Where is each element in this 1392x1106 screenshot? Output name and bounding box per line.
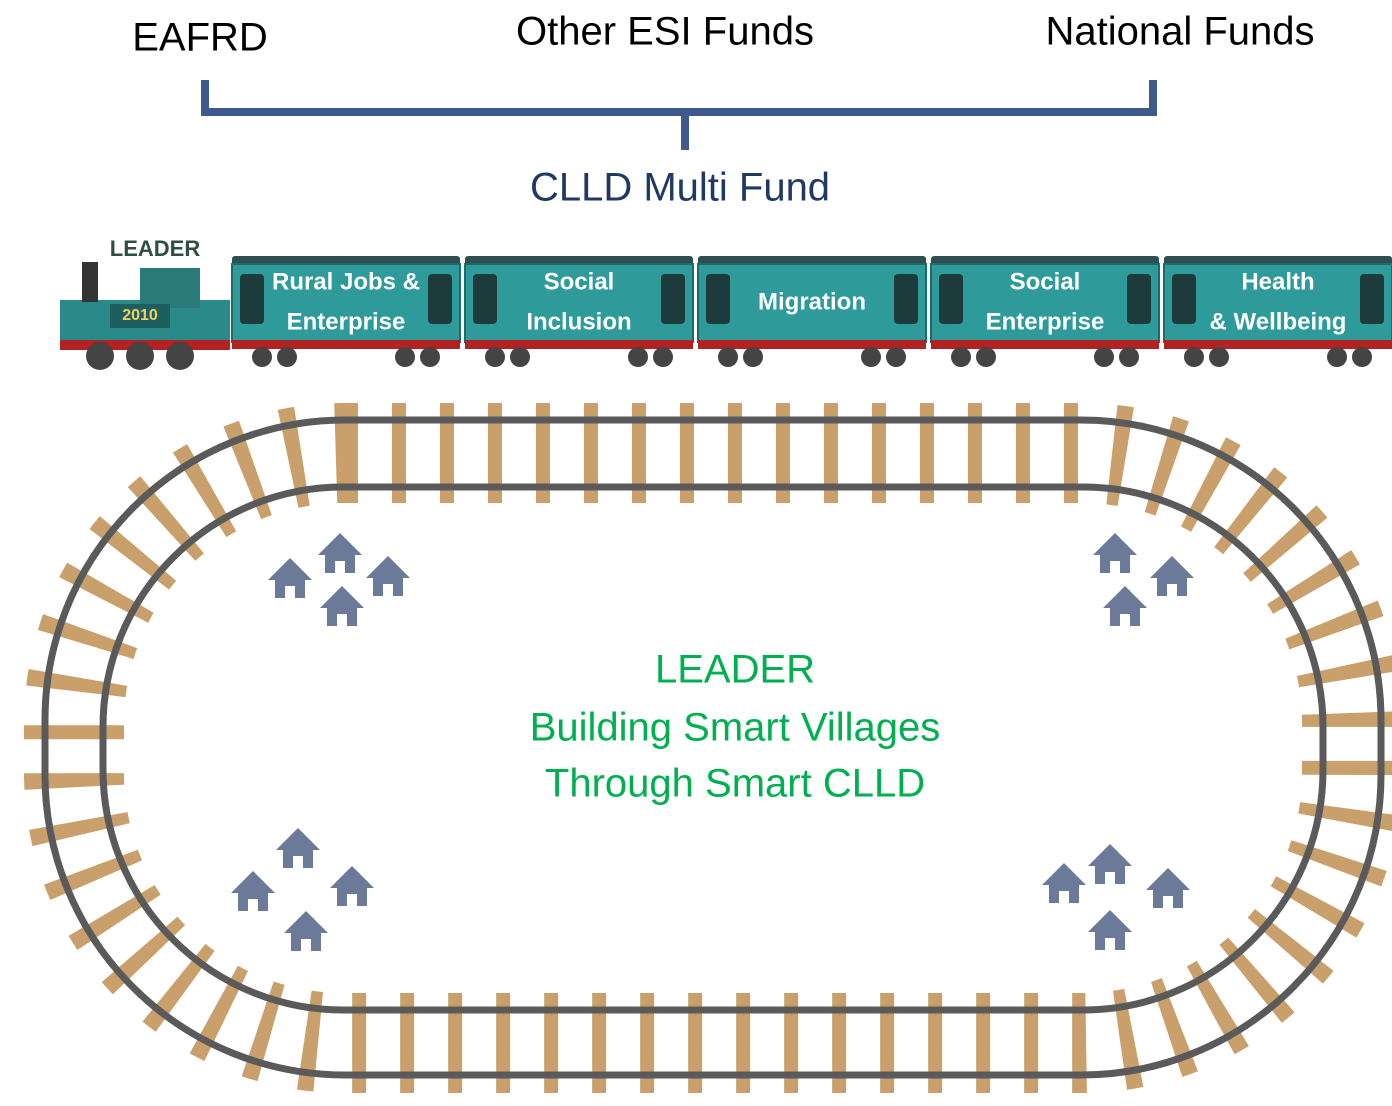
window xyxy=(939,274,963,324)
house-icon xyxy=(231,871,275,911)
diagram: EAFRD Other ESI Funds National Funds CLL… xyxy=(0,0,1392,1106)
wheel xyxy=(86,342,114,370)
wheel xyxy=(1094,347,1114,367)
house-icon xyxy=(268,558,312,598)
carriage-label: Social xyxy=(544,268,615,295)
carriage-label: Enterprise xyxy=(287,308,406,335)
window xyxy=(1172,274,1196,324)
wheel xyxy=(420,347,440,367)
wheel xyxy=(718,347,738,367)
carriage-label: Migration xyxy=(758,288,866,315)
house-icon xyxy=(1150,556,1194,596)
house-icon xyxy=(320,586,364,626)
fund-label: National Funds xyxy=(1045,10,1314,54)
carriage: Social Enterprise xyxy=(931,256,1159,367)
carriage-stripe xyxy=(232,340,460,349)
carriage-label: & Wellbeing xyxy=(1210,308,1347,335)
fund-label: Other ESI Funds xyxy=(516,10,814,54)
engine-chimney xyxy=(82,262,98,302)
wheel xyxy=(166,342,194,370)
carriage-label: Health xyxy=(1241,268,1314,295)
wheel xyxy=(252,347,272,367)
engine-cab xyxy=(140,268,200,308)
house-icon xyxy=(1146,868,1190,908)
wheel xyxy=(510,347,530,367)
wheel xyxy=(628,347,648,367)
wheel xyxy=(485,347,505,367)
engine: 2010 LEADER xyxy=(60,236,230,370)
window xyxy=(706,274,730,324)
carriage-label: Rural Jobs & xyxy=(272,268,420,295)
house-icon xyxy=(284,911,328,951)
wheel xyxy=(1352,347,1372,367)
window xyxy=(1127,274,1151,324)
house-icon xyxy=(1088,844,1132,884)
center-text: Through Smart CLLD xyxy=(545,762,925,806)
window xyxy=(428,274,452,324)
wheel xyxy=(743,347,763,367)
carriage: Health & Wellbeing xyxy=(1164,256,1392,367)
wheel xyxy=(1327,347,1347,367)
wheel xyxy=(277,347,297,367)
engine-number: 2010 xyxy=(122,307,158,324)
wheel xyxy=(395,347,415,367)
house-icon xyxy=(330,866,374,906)
carriage-stripe xyxy=(698,340,926,349)
carriage-label: Enterprise xyxy=(986,308,1105,335)
carriage-label: Inclusion xyxy=(526,308,631,335)
wheel xyxy=(1184,347,1204,367)
carriage-stripe xyxy=(931,340,1159,349)
wheel xyxy=(1209,347,1229,367)
wheel xyxy=(951,347,971,367)
carriages: Rural Jobs & Enterprise Social Inclusion Mig… xyxy=(232,256,1392,367)
carriage: Social Inclusion xyxy=(465,256,693,367)
wheel xyxy=(861,347,881,367)
wheel xyxy=(976,347,996,367)
window xyxy=(661,274,685,324)
house-icon xyxy=(1093,533,1137,573)
house-icon xyxy=(1042,863,1086,903)
house-icon xyxy=(1103,586,1147,626)
center-text: LEADER xyxy=(655,648,815,692)
engine-label: LEADER xyxy=(110,236,201,261)
carriage-label: Social xyxy=(1010,268,1081,295)
house-icon xyxy=(318,533,362,573)
house-icon xyxy=(1088,910,1132,950)
wheel xyxy=(653,347,673,367)
carriage-stripe xyxy=(465,340,693,349)
house-icon xyxy=(276,828,320,868)
wheel xyxy=(1119,347,1139,367)
carriage: Rural Jobs & Enterprise xyxy=(232,256,460,367)
wheel xyxy=(126,342,154,370)
window xyxy=(894,274,918,324)
window xyxy=(473,274,497,324)
carriage-stripe xyxy=(1164,340,1392,349)
fund-label: EAFRD xyxy=(132,16,268,60)
wheel xyxy=(886,347,906,367)
carriage: Migration xyxy=(698,256,926,367)
house-icon xyxy=(366,556,410,596)
bracket xyxy=(205,80,1153,112)
window xyxy=(1360,274,1384,324)
window xyxy=(240,274,264,324)
bracket-label: CLLD Multi Fund xyxy=(530,166,830,210)
center-text: Building Smart Villages xyxy=(530,706,941,750)
page: {"funds": ["EAFRD", "Other ESI Funds", "… xyxy=(0,0,1392,1106)
